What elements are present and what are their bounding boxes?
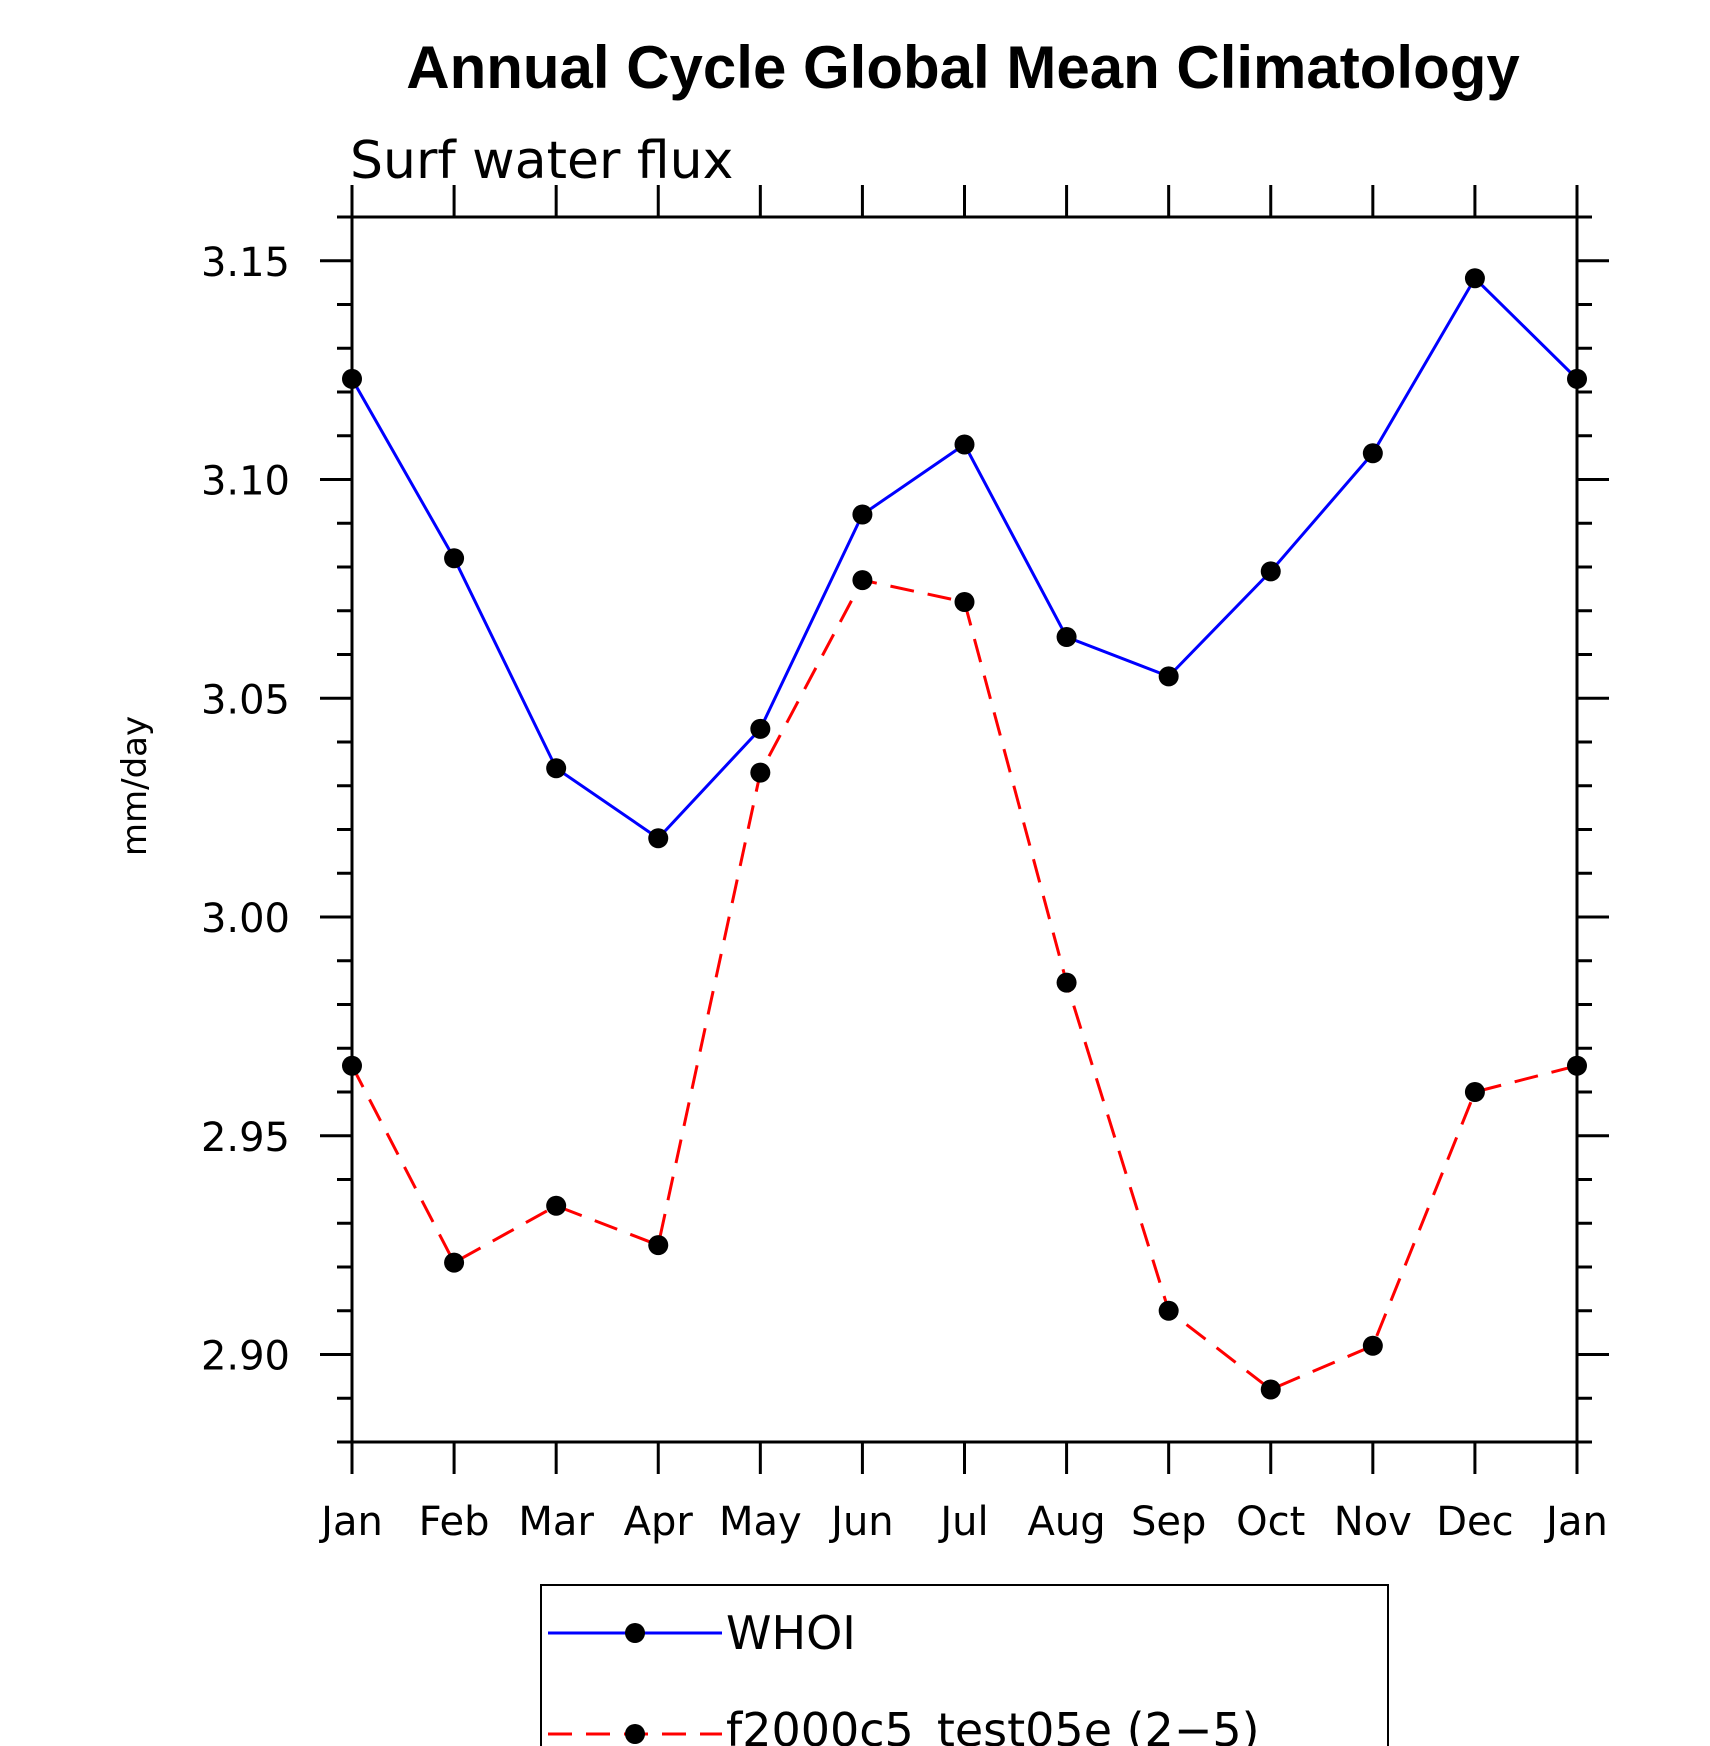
series-line	[350, 578, 1578, 1392]
data-point	[444, 1252, 465, 1273]
x-tick-label: May	[719, 1499, 802, 1545]
data-point	[444, 548, 465, 569]
chart-subtitle: Surf water flux	[350, 131, 733, 191]
data-point	[1260, 561, 1281, 582]
x-tick-label: Oct	[1236, 1499, 1305, 1545]
data-point	[750, 718, 771, 739]
chart-title: Annual Cycle Global Mean Climatology	[406, 34, 1520, 101]
x-tick-label: Feb	[419, 1499, 490, 1545]
legend-label-whoi: WHOI	[726, 1606, 856, 1660]
x-tick-label: Apr	[624, 1499, 694, 1545]
x-tick-label: Sep	[1131, 1499, 1206, 1545]
data-point	[342, 368, 362, 389]
data-point	[1464, 1082, 1485, 1102]
x-tick-label: Nov	[1334, 1499, 1412, 1545]
series-line	[350, 275, 1579, 841]
x-tick-label: Mar	[518, 1499, 594, 1545]
legend-label-f2000c5: f2000c5_test05e (2−5)	[726, 1703, 1260, 1746]
data-point	[546, 1195, 567, 1216]
data-point	[342, 1055, 362, 1076]
data-point	[954, 592, 975, 612]
data-point	[648, 828, 669, 849]
y-tick-label: 3.10	[201, 459, 290, 505]
data-point	[1567, 1055, 1587, 1076]
axis-ticks	[320, 185, 1609, 1474]
data-point	[1362, 443, 1383, 464]
x-tick-label: Jan	[318, 1499, 383, 1545]
data-point	[750, 762, 771, 783]
y-tick-label: 2.90	[201, 1334, 290, 1380]
data-point	[1362, 1335, 1383, 1356]
series-layer	[342, 268, 1587, 1400]
legend-marker-whoi	[625, 1623, 645, 1643]
data-point	[546, 758, 567, 779]
y-tick-label: 3.00	[201, 896, 290, 942]
y-tick-labels: 2.90 2.95 3.00 3.05 3.10 3.15	[201, 240, 290, 1380]
x-tick-labels: Jan Feb Mar Apr May Jun Jul Aug Sep Oct Nov Dec Jan	[318, 1499, 1608, 1545]
data-point	[1567, 368, 1587, 389]
data-point	[648, 1235, 669, 1256]
data-point	[954, 434, 975, 455]
data-point	[1056, 972, 1077, 993]
data-point	[1056, 627, 1077, 647]
data-point	[1260, 1379, 1281, 1400]
data-point	[852, 504, 873, 525]
legend: WHOI f2000c5_test05e (2−5)	[540, 1584, 1389, 1746]
x-tick-label: Jun	[828, 1499, 894, 1545]
data-point	[1158, 1300, 1179, 1321]
y-tick-label: 3.05	[201, 677, 290, 723]
x-tick-label: Dec	[1436, 1499, 1513, 1545]
y-axis-label: mm/day	[115, 716, 155, 856]
data-point	[1464, 268, 1485, 289]
legend-marker-f2000c5	[625, 1724, 645, 1744]
data-point	[852, 570, 873, 591]
x-tick-label: Aug	[1028, 1499, 1106, 1545]
y-tick-label: 2.95	[201, 1115, 290, 1161]
plot-frame	[350, 215, 1579, 1444]
data-point	[1158, 666, 1179, 687]
x-tick-label: Jan	[1543, 1499, 1608, 1545]
legend-box	[540, 1584, 1389, 1746]
x-tick-label: Jul	[937, 1499, 988, 1545]
y-tick-label: 3.15	[201, 240, 290, 286]
